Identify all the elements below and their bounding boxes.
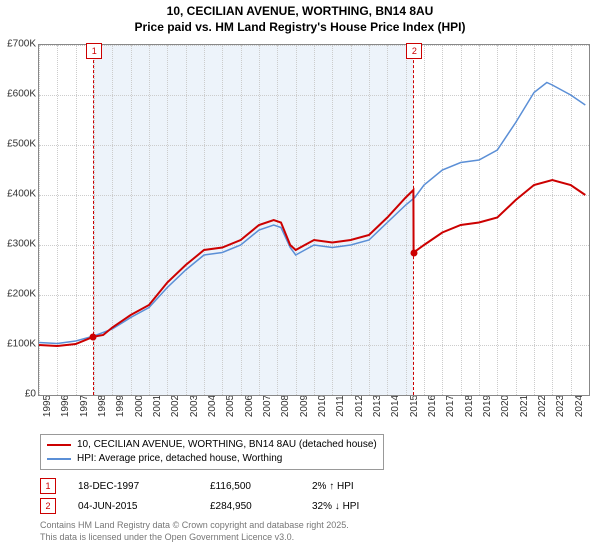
chart-container: 10, CECILIAN AVENUE, WORTHING, BN14 8AU … bbox=[0, 0, 600, 560]
title-subtitle: Price paid vs. HM Land Registry's House … bbox=[0, 20, 600, 36]
sales-table: 1 18-DEC-1997 £116,500 2% ↑ HPI 2 04-JUN… bbox=[40, 478, 402, 518]
x-tick-label: 2014 bbox=[390, 395, 401, 417]
x-tick-label: 2018 bbox=[464, 395, 475, 417]
sale-point bbox=[410, 249, 417, 256]
sale-row: 2 04-JUN-2015 £284,950 32% ↓ HPI bbox=[40, 498, 402, 514]
y-tick-label: £400K bbox=[0, 189, 36, 200]
x-tick-label: 2016 bbox=[427, 395, 438, 417]
y-tick-label: £200K bbox=[0, 289, 36, 300]
series-line bbox=[39, 180, 585, 346]
x-tick-label: 2010 bbox=[317, 395, 328, 417]
legend-swatch-property bbox=[47, 444, 71, 446]
y-tick-label: £700K bbox=[0, 39, 36, 50]
sale-delta: 32% ↓ HPI bbox=[312, 501, 402, 512]
footnote: Contains HM Land Registry data © Crown c… bbox=[40, 520, 349, 543]
x-tick-label: 2015 bbox=[409, 395, 420, 417]
x-tick-label: 2017 bbox=[445, 395, 456, 417]
legend-label-property: 10, CECILIAN AVENUE, WORTHING, BN14 8AU … bbox=[77, 438, 377, 452]
x-tick-label: 2013 bbox=[372, 395, 383, 417]
x-tick-label: 1997 bbox=[79, 395, 90, 417]
y-tick-label: £100K bbox=[0, 339, 36, 350]
legend-swatch-hpi bbox=[47, 458, 71, 460]
x-tick-label: 2002 bbox=[170, 395, 181, 417]
x-tick-label: 2006 bbox=[244, 395, 255, 417]
x-tick-label: 1999 bbox=[115, 395, 126, 417]
legend-row: 10, CECILIAN AVENUE, WORTHING, BN14 8AU … bbox=[47, 438, 377, 452]
ref-marker: 1 bbox=[86, 43, 102, 59]
line-series-svg bbox=[39, 45, 589, 395]
y-tick-label: £0 bbox=[0, 389, 36, 400]
x-tick-label: 2004 bbox=[207, 395, 218, 417]
x-tick-label: 1995 bbox=[42, 395, 53, 417]
ref-line bbox=[413, 45, 414, 395]
legend-row: HPI: Average price, detached house, Wort… bbox=[47, 452, 377, 466]
x-tick-label: 2022 bbox=[537, 395, 548, 417]
legend-label-hpi: HPI: Average price, detached house, Wort… bbox=[77, 452, 282, 466]
sale-point bbox=[90, 333, 97, 340]
x-tick-label: 2009 bbox=[299, 395, 310, 417]
legend: 10, CECILIAN AVENUE, WORTHING, BN14 8AU … bbox=[40, 434, 384, 470]
sale-marker: 2 bbox=[40, 498, 56, 514]
sale-delta: 2% ↑ HPI bbox=[312, 481, 402, 492]
y-tick-label: £500K bbox=[0, 139, 36, 150]
x-tick-label: 2008 bbox=[280, 395, 291, 417]
sale-date: 04-JUN-2015 bbox=[78, 501, 188, 512]
x-tick-label: 2020 bbox=[500, 395, 511, 417]
footnote-line2: This data is licensed under the Open Gov… bbox=[40, 532, 349, 544]
plot-area: 12 bbox=[38, 44, 590, 396]
x-tick-label: 2000 bbox=[134, 395, 145, 417]
sale-price: £284,950 bbox=[210, 501, 290, 512]
y-tick-label: £600K bbox=[0, 89, 36, 100]
sale-date: 18-DEC-1997 bbox=[78, 481, 188, 492]
x-tick-label: 1998 bbox=[97, 395, 108, 417]
title-address: 10, CECILIAN AVENUE, WORTHING, BN14 8AU bbox=[0, 4, 600, 20]
title-block: 10, CECILIAN AVENUE, WORTHING, BN14 8AU … bbox=[0, 0, 600, 35]
x-tick-label: 2019 bbox=[482, 395, 493, 417]
x-tick-label: 2023 bbox=[555, 395, 566, 417]
sale-price: £116,500 bbox=[210, 481, 290, 492]
x-tick-label: 2005 bbox=[225, 395, 236, 417]
x-tick-label: 2024 bbox=[574, 395, 585, 417]
footnote-line1: Contains HM Land Registry data © Crown c… bbox=[40, 520, 349, 532]
x-tick-label: 1996 bbox=[60, 395, 71, 417]
x-tick-label: 2011 bbox=[335, 395, 346, 417]
x-tick-label: 2003 bbox=[189, 395, 200, 417]
ref-marker: 2 bbox=[406, 43, 422, 59]
sale-marker: 1 bbox=[40, 478, 56, 494]
x-tick-label: 2001 bbox=[152, 395, 163, 417]
ref-line bbox=[93, 45, 94, 395]
x-tick-label: 2012 bbox=[354, 395, 365, 417]
x-tick-label: 2021 bbox=[519, 395, 530, 417]
y-tick-label: £300K bbox=[0, 239, 36, 250]
sale-row: 1 18-DEC-1997 £116,500 2% ↑ HPI bbox=[40, 478, 402, 494]
x-tick-label: 2007 bbox=[262, 395, 273, 417]
